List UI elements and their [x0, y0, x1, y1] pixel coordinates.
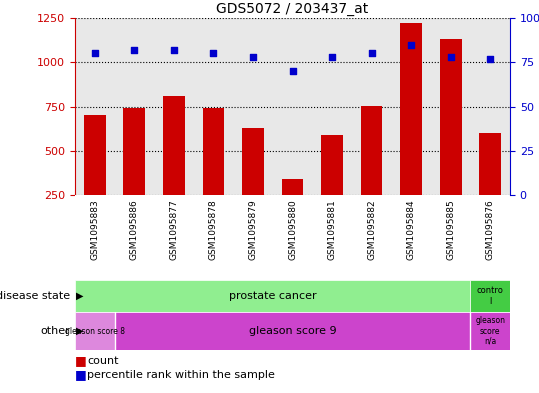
Point: [209, 50, 218, 57]
Text: ▶: ▶: [76, 291, 84, 301]
Point: [91, 50, 99, 57]
Point: [407, 41, 416, 48]
Text: ■: ■: [75, 354, 87, 367]
Bar: [471, 280, 510, 312]
Bar: [75, 312, 115, 350]
Point: [446, 54, 455, 60]
Text: GSM1095886: GSM1095886: [130, 199, 139, 260]
Bar: [115, 312, 471, 350]
Text: prostate cancer: prostate cancer: [229, 291, 316, 301]
Text: GSM1095876: GSM1095876: [486, 199, 495, 260]
Bar: [281, 179, 303, 239]
Bar: [242, 128, 264, 239]
Text: contro
l: contro l: [477, 286, 503, 306]
Text: GSM1095877: GSM1095877: [169, 199, 178, 260]
Text: GSM1095880: GSM1095880: [288, 199, 297, 260]
Text: GSM1095881: GSM1095881: [328, 199, 336, 260]
Text: GSM1095884: GSM1095884: [406, 199, 416, 260]
Point: [170, 47, 178, 53]
Bar: [84, 116, 106, 239]
Point: [130, 47, 139, 53]
Bar: [471, 312, 510, 350]
Text: GSM1095885: GSM1095885: [446, 199, 455, 260]
Point: [367, 50, 376, 57]
Text: GSM1095879: GSM1095879: [248, 199, 258, 260]
Text: percentile rank within the sample: percentile rank within the sample: [87, 370, 275, 380]
Text: GSM1095883: GSM1095883: [90, 199, 99, 260]
Text: ■: ■: [75, 369, 87, 382]
Bar: [361, 106, 383, 239]
Bar: [163, 96, 185, 239]
Bar: [400, 23, 422, 239]
Bar: [440, 39, 461, 239]
Bar: [321, 135, 343, 239]
Text: ▶: ▶: [76, 326, 84, 336]
Text: count: count: [87, 356, 119, 366]
Point: [248, 54, 257, 60]
Point: [328, 54, 336, 60]
Text: GSM1095878: GSM1095878: [209, 199, 218, 260]
Text: GSM1095882: GSM1095882: [367, 199, 376, 260]
Bar: [123, 108, 145, 239]
Bar: [479, 133, 501, 239]
Text: gleason score 9: gleason score 9: [248, 326, 336, 336]
Text: gleason score 8: gleason score 8: [65, 327, 125, 336]
Bar: [203, 108, 224, 239]
Text: disease state: disease state: [0, 291, 70, 301]
Title: GDS5072 / 203437_at: GDS5072 / 203437_at: [216, 2, 369, 16]
Point: [288, 68, 297, 74]
Text: other: other: [40, 326, 70, 336]
Point: [486, 55, 495, 62]
Text: gleason
score
n/a: gleason score n/a: [475, 316, 505, 346]
